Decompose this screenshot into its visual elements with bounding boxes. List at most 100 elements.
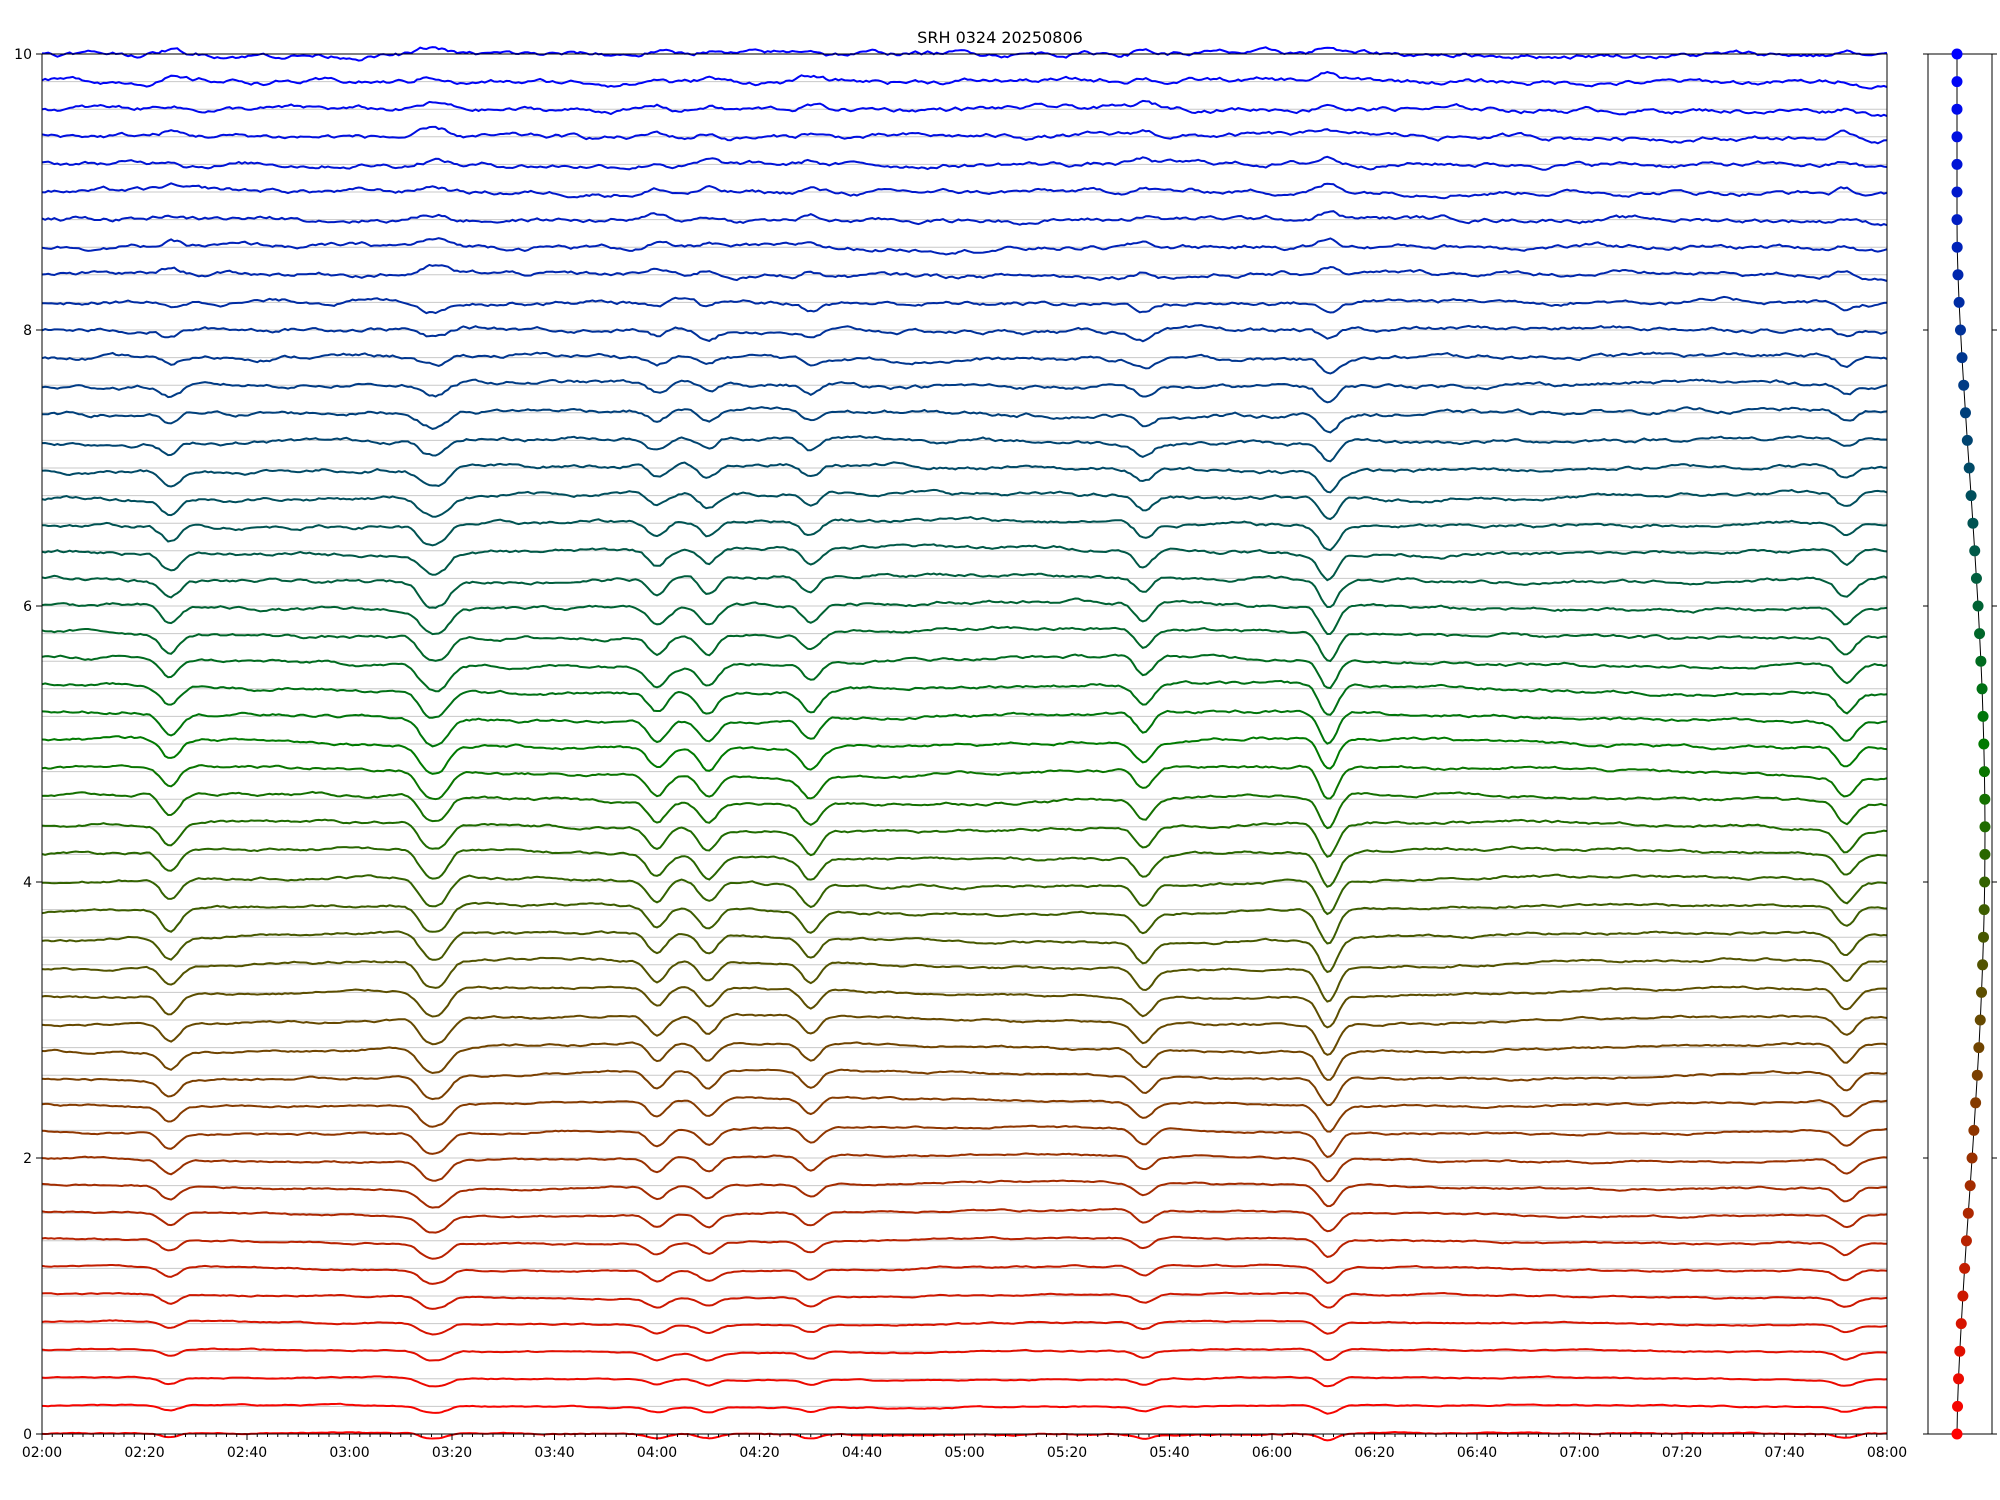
trace-26 (41, 709, 1888, 748)
side-marker-23 (1979, 793, 1991, 805)
trace-44 (41, 210, 1888, 227)
trace-30 (41, 597, 1888, 636)
trace-29 (41, 625, 1888, 663)
trace-16 (41, 985, 1888, 1029)
trace-8 (41, 1207, 1888, 1234)
x-tick-label: 03:20 (432, 1445, 472, 1461)
side-marker-11 (1968, 1124, 1980, 1136)
side-marker-40 (1954, 324, 1966, 336)
x-tick-label: 04:00 (637, 1445, 677, 1461)
x-tick-label: 04:40 (842, 1445, 882, 1461)
side-marker-47 (1951, 131, 1963, 143)
trace-36 (41, 434, 1888, 463)
trace-35 (41, 461, 1888, 494)
x-tick-label: 06:40 (1457, 1445, 1497, 1461)
trace-23 (41, 790, 1888, 830)
side-marker-35 (1963, 462, 1975, 474)
side-marker-1 (1952, 1400, 1964, 1412)
trace-19 (41, 901, 1888, 945)
trace-27 (41, 679, 1888, 719)
side-marker-18 (1977, 931, 1989, 943)
trace-2 (41, 1375, 1888, 1388)
side-marker-39 (1956, 352, 1968, 364)
main-axes: 0 2 4 6 8 10 02:00 02:20 02:40 03:00 03:20 03:40 04:… (14, 46, 1907, 1461)
trace-39 (41, 351, 1888, 375)
x-tick-label: 02:00 (22, 1445, 62, 1461)
trace-45 (41, 182, 1888, 200)
side-marker-5 (1957, 1290, 1969, 1302)
side-marker-38 (1958, 379, 1970, 391)
side-marker-28 (1975, 655, 1987, 667)
side-marker-49 (1951, 76, 1963, 88)
trace-33 (42, 515, 1888, 552)
trace-32 (41, 543, 1888, 582)
side-marker-31 (1970, 572, 1982, 584)
trace-49 (41, 70, 1888, 90)
trace-37 (42, 406, 1888, 434)
trace-41 (41, 295, 1888, 315)
x-tick-label: 05:40 (1149, 1445, 1189, 1461)
side-marker-9 (1964, 1180, 1976, 1192)
side-marker-33 (1967, 517, 1979, 529)
side-axes (1923, 48, 1997, 1440)
x-tick-label: 05:00 (944, 1445, 984, 1461)
side-marker-44 (1951, 214, 1963, 226)
y-tick-label: 4 (23, 875, 32, 891)
side-marker-30 (1972, 600, 1984, 612)
side-marker-4 (1955, 1318, 1967, 1330)
x-tick-label: 03:00 (329, 1445, 369, 1461)
side-marker-24 (1978, 766, 1990, 778)
trace-47 (41, 125, 1888, 145)
y-tick-label: 0 (23, 1427, 32, 1443)
side-marker-16 (1976, 986, 1988, 998)
trace-34 (41, 488, 1888, 521)
side-marker-26 (1977, 710, 1989, 722)
trace-40 (41, 323, 1888, 343)
trace-48 (41, 99, 1888, 118)
side-marker-17 (1977, 959, 1989, 971)
side-marker-15 (1974, 1014, 1986, 1026)
side-marker-3 (1954, 1345, 1966, 1357)
x-tick-label: 07:40 (1764, 1445, 1804, 1461)
x-tick-label: 08:00 (1867, 1445, 1907, 1461)
x-tick-label: 03:40 (534, 1445, 574, 1461)
trace-10 (41, 1152, 1888, 1183)
y-tick-label: 2 (23, 1151, 32, 1167)
side-marker-13 (1971, 1069, 1983, 1081)
x-tick-label: 07:20 (1662, 1445, 1702, 1461)
trace-24 (41, 764, 1888, 801)
side-marker-48 (1951, 103, 1963, 115)
x-tick-label: 04:20 (739, 1445, 779, 1461)
trace-38 (41, 378, 1888, 404)
trace-15 (41, 1012, 1888, 1056)
side-marker-20 (1979, 876, 1991, 888)
x-tick-label: 06:00 (1252, 1445, 1292, 1461)
side-marker-0 (1951, 1428, 1963, 1440)
trace-31 (41, 572, 1888, 609)
side-marker-12 (1970, 1097, 1982, 1109)
y-tick-label: 6 (23, 599, 32, 615)
side-marker-50 (1951, 48, 1963, 60)
side-marker-46 (1951, 158, 1963, 170)
side-marker-14 (1973, 1042, 1985, 1054)
trace-7 (41, 1235, 1888, 1260)
side-marker-7 (1960, 1235, 1972, 1247)
y-tick-label: 8 (23, 323, 32, 339)
side-marker-2 (1953, 1373, 1965, 1385)
trace-21 (41, 845, 1888, 888)
trace-18 (41, 930, 1888, 974)
side-marker-27 (1976, 683, 1988, 695)
trace-4 (41, 1319, 1888, 1336)
side-marker-32 (1969, 545, 1981, 557)
trace-46 (41, 155, 1888, 171)
trace-42 (41, 263, 1888, 282)
trace-22 (41, 818, 1888, 858)
side-marker-43 (1951, 241, 1963, 253)
trace-50 (41, 46, 1888, 62)
side-marker-37 (1959, 407, 1971, 419)
x-tick-label: 06:20 (1354, 1445, 1394, 1461)
side-marker-45 (1951, 186, 1963, 198)
side-marker-41 (1953, 296, 1965, 308)
side-marker-29 (1974, 628, 1986, 640)
